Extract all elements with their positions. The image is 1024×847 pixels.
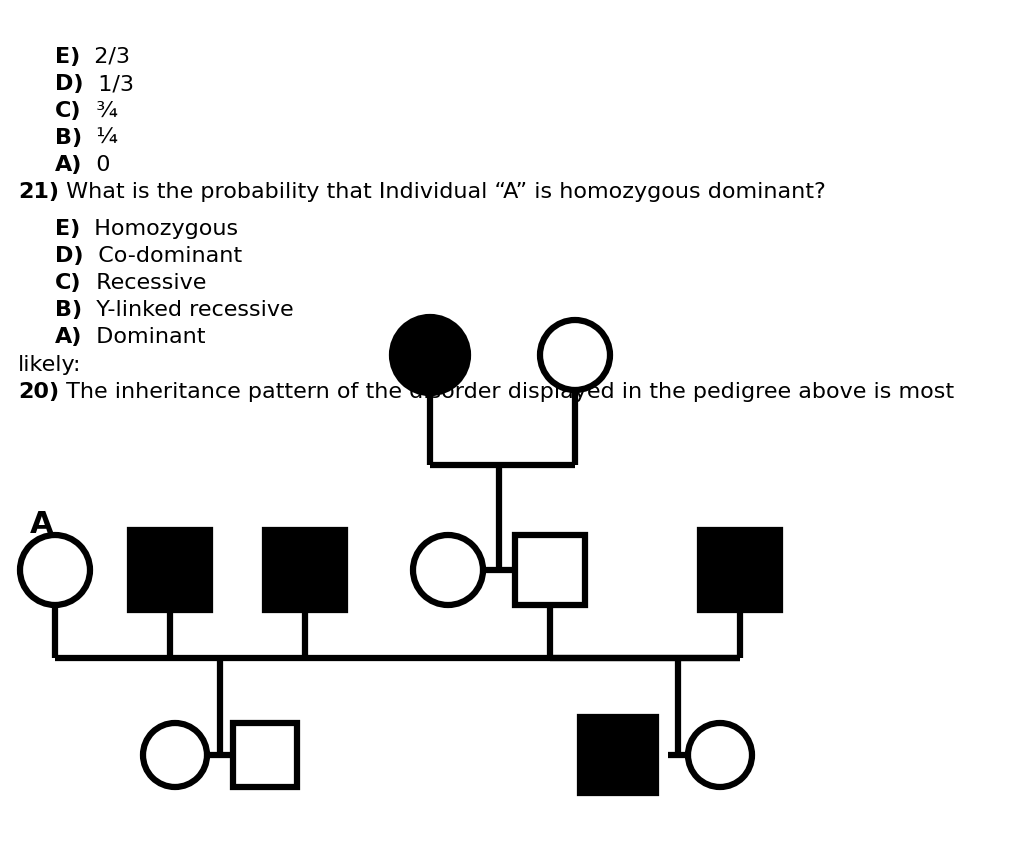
Text: Homozygous: Homozygous	[80, 219, 239, 239]
FancyBboxPatch shape	[580, 717, 656, 793]
Text: likely:: likely:	[18, 355, 82, 375]
Text: A): A)	[55, 327, 82, 347]
Text: The inheritance pattern of the disorder displayed in the pedigree above is most: The inheritance pattern of the disorder …	[59, 382, 954, 402]
Text: Co-dominant: Co-dominant	[84, 246, 242, 266]
Text: D): D)	[55, 74, 84, 94]
Text: 2/3: 2/3	[80, 47, 130, 67]
Text: B): B)	[55, 300, 82, 320]
FancyBboxPatch shape	[700, 530, 780, 610]
Text: C): C)	[55, 273, 82, 293]
FancyBboxPatch shape	[233, 723, 297, 787]
FancyBboxPatch shape	[130, 530, 210, 610]
Circle shape	[540, 320, 610, 390]
Circle shape	[20, 535, 90, 605]
Circle shape	[413, 535, 483, 605]
Text: C): C)	[55, 101, 82, 121]
Text: 1/3: 1/3	[84, 74, 133, 94]
Text: Dominant: Dominant	[82, 327, 206, 347]
Text: ¼: ¼	[82, 128, 118, 148]
Text: 0: 0	[82, 155, 111, 175]
Text: ¾: ¾	[82, 101, 118, 121]
FancyBboxPatch shape	[515, 535, 585, 605]
FancyBboxPatch shape	[265, 530, 345, 610]
Text: A): A)	[55, 155, 82, 175]
Circle shape	[392, 317, 468, 393]
Circle shape	[143, 723, 207, 787]
Text: D): D)	[55, 246, 84, 266]
Text: A: A	[30, 510, 53, 539]
Text: B): B)	[55, 128, 82, 148]
Text: Recessive: Recessive	[82, 273, 206, 293]
Text: E): E)	[55, 47, 80, 67]
Text: 20): 20)	[18, 382, 59, 402]
Text: What is the probability that Individual “A” is homozygous dominant?: What is the probability that Individual …	[59, 182, 825, 202]
Text: 21): 21)	[18, 182, 59, 202]
Text: Y-linked recessive: Y-linked recessive	[82, 300, 294, 320]
Text: E): E)	[55, 219, 80, 239]
Circle shape	[688, 723, 752, 787]
